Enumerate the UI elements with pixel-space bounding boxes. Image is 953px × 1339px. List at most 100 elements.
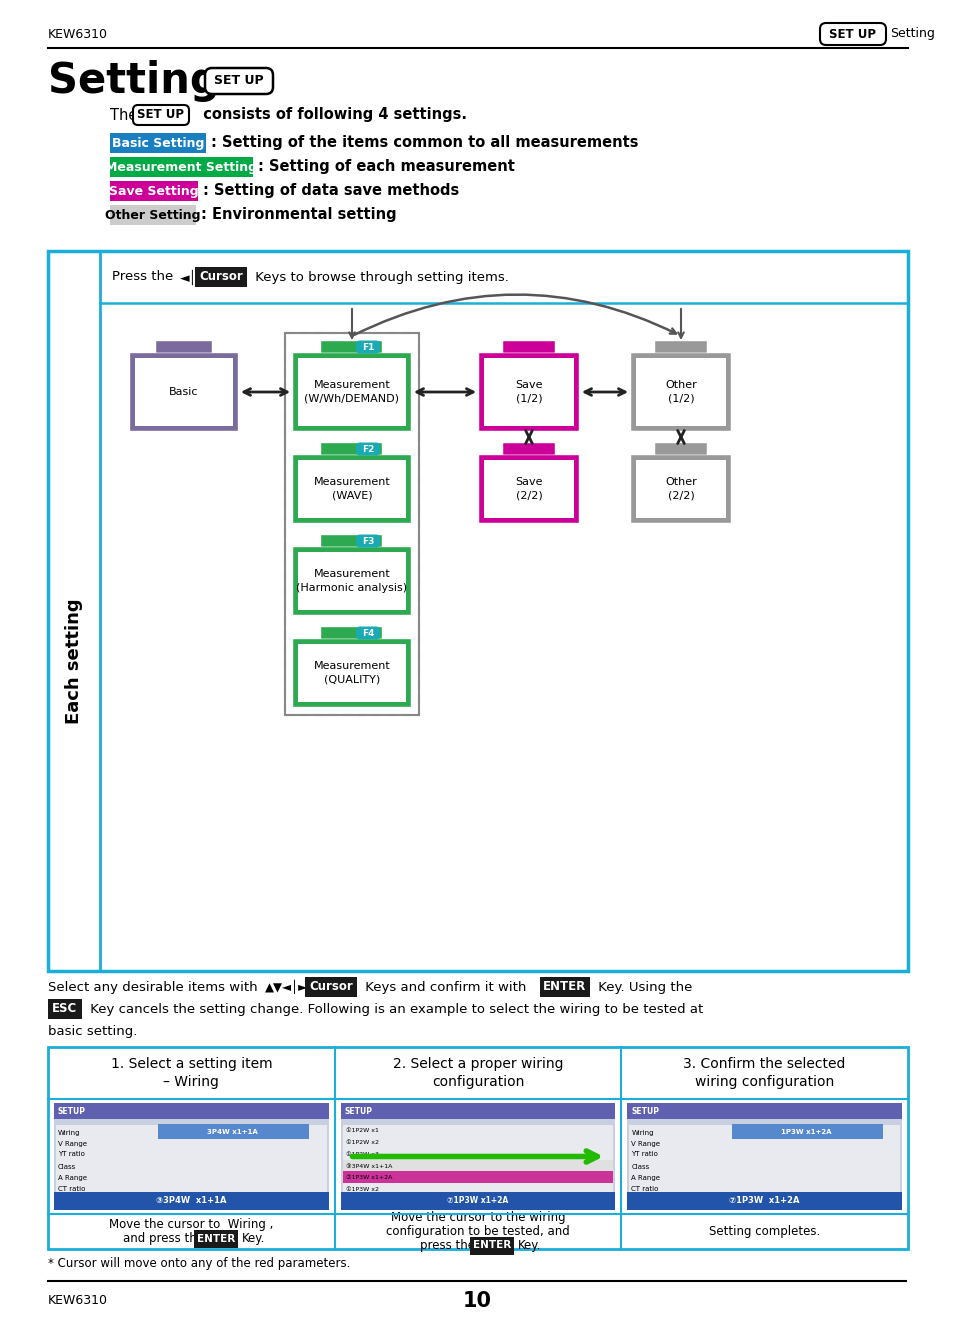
Text: and press the: and press the: [122, 1232, 203, 1245]
Bar: [629, 1125, 899, 1208]
Text: configuration to be tested, and: configuration to be tested, and: [386, 1225, 569, 1239]
Text: Key. Using the: Key. Using the: [594, 980, 692, 994]
Bar: [285, 333, 418, 715]
Text: 1P3W x1+2A: 1P3W x1+2A: [780, 1129, 830, 1135]
Bar: [469, 1236, 514, 1255]
Text: Basic: Basic: [169, 387, 198, 396]
Text: press the: press the: [420, 1239, 475, 1252]
Bar: [297, 358, 406, 426]
Text: V Range: V Range: [631, 1141, 659, 1146]
Bar: [293, 455, 411, 524]
Text: : Setting of the items common to all measurements: : Setting of the items common to all mea…: [211, 135, 638, 150]
Polygon shape: [655, 341, 706, 353]
Polygon shape: [320, 443, 381, 455]
Text: Select any desirable items with: Select any desirable items with: [48, 980, 262, 994]
Bar: [110, 181, 198, 201]
Bar: [110, 157, 253, 177]
Bar: [478, 353, 578, 431]
Polygon shape: [502, 341, 555, 353]
FancyBboxPatch shape: [205, 68, 273, 94]
Text: 10: 10: [462, 1291, 491, 1311]
FancyBboxPatch shape: [355, 442, 379, 455]
Text: : Setting of each measurement: : Setting of each measurement: [257, 159, 515, 174]
Polygon shape: [655, 443, 706, 455]
Bar: [630, 455, 730, 524]
Text: Cursor: Cursor: [199, 270, 243, 284]
FancyBboxPatch shape: [355, 340, 379, 353]
Text: Cursor: Cursor: [309, 980, 353, 994]
Bar: [627, 1192, 901, 1210]
Polygon shape: [320, 341, 381, 353]
Text: consists of following 4 settings.: consists of following 4 settings.: [193, 107, 467, 122]
Text: : Setting of data save methods: : Setting of data save methods: [203, 183, 458, 198]
Bar: [48, 1047, 907, 1249]
Text: SET UP: SET UP: [828, 28, 876, 40]
Bar: [636, 461, 725, 518]
Text: Move the cursor to  Wiring ,: Move the cursor to Wiring ,: [109, 1218, 274, 1231]
Bar: [305, 977, 356, 998]
Text: SETUP: SETUP: [631, 1106, 659, 1115]
Text: Basic Setting: Basic Setting: [112, 137, 204, 150]
Text: ③3P4W x1+1A: ③3P4W x1+1A: [345, 1164, 392, 1169]
FancyBboxPatch shape: [820, 23, 885, 46]
Bar: [48, 999, 82, 1019]
Text: Setting: Setting: [889, 28, 934, 40]
Bar: [342, 1125, 613, 1208]
Text: Wiring: Wiring: [631, 1130, 653, 1135]
Text: : Environmental setting: : Environmental setting: [201, 208, 396, 222]
Text: ▲▼◄│►: ▲▼◄│►: [265, 980, 308, 994]
Text: 3P4W x1+1A: 3P4W x1+1A: [207, 1129, 257, 1135]
Text: YT ratio: YT ratio: [631, 1152, 658, 1157]
Bar: [297, 552, 406, 611]
Bar: [54, 1103, 329, 1119]
Text: 3. Confirm the selected
wiring configuration: 3. Confirm the selected wiring configura…: [682, 1056, 845, 1089]
Text: YT ratio: YT ratio: [58, 1152, 85, 1157]
Text: F2: F2: [361, 445, 374, 454]
Bar: [483, 461, 574, 518]
Bar: [478, 455, 578, 524]
Text: CT ratio: CT ratio: [631, 1185, 658, 1192]
Bar: [56, 1125, 326, 1208]
Text: KEW6310: KEW6310: [48, 28, 108, 40]
Text: ①1P2W x1: ①1P2W x1: [345, 1129, 378, 1133]
Bar: [285, 333, 418, 715]
Text: 2. Select a proper wiring
configuration: 2. Select a proper wiring configuration: [393, 1056, 562, 1089]
Bar: [340, 1103, 615, 1210]
Bar: [627, 1103, 901, 1119]
Polygon shape: [320, 536, 381, 548]
Text: Class: Class: [58, 1164, 76, 1170]
Polygon shape: [156, 341, 212, 353]
Text: CT ratio: CT ratio: [58, 1185, 85, 1192]
Text: Other Setting: Other Setting: [105, 209, 200, 221]
Polygon shape: [320, 627, 381, 639]
Bar: [731, 1125, 882, 1139]
Text: ENTER: ENTER: [543, 980, 586, 994]
Bar: [636, 358, 725, 426]
Text: Setting completes.: Setting completes.: [708, 1225, 820, 1239]
Bar: [630, 353, 730, 431]
Text: Measurement
(QUALITY): Measurement (QUALITY): [314, 661, 390, 684]
Bar: [135, 358, 233, 426]
Bar: [627, 1103, 901, 1210]
Text: Other
(1/2): Other (1/2): [664, 380, 696, 403]
Text: Press the: Press the: [112, 270, 177, 284]
Text: basic setting.: basic setting.: [48, 1024, 137, 1038]
Text: ⑦1P3W x1+2A: ⑦1P3W x1+2A: [345, 1176, 392, 1181]
Text: ⑦1P3W  x1+2A: ⑦1P3W x1+2A: [729, 1197, 799, 1205]
Text: Measurement
(Harmonic analysis): Measurement (Harmonic analysis): [296, 569, 407, 593]
Text: Measurement Setting: Measurement Setting: [106, 161, 257, 174]
Bar: [293, 353, 411, 431]
Bar: [54, 1192, 329, 1210]
Bar: [48, 250, 907, 971]
Bar: [483, 358, 574, 426]
Bar: [342, 1172, 613, 1184]
Text: ③3P4W  x1+1A: ③3P4W x1+1A: [156, 1197, 227, 1205]
Text: Keys to browse through setting items.: Keys to browse through setting items.: [251, 270, 508, 284]
Text: ①1P3W x2: ①1P3W x2: [345, 1188, 378, 1192]
Bar: [158, 1125, 309, 1139]
Text: Keys and confirm it with: Keys and confirm it with: [360, 980, 530, 994]
Text: Each setting: Each setting: [65, 599, 83, 724]
FancyBboxPatch shape: [355, 534, 379, 548]
Text: KEW6310: KEW6310: [48, 1295, 108, 1307]
Text: Wiring: Wiring: [58, 1130, 80, 1135]
